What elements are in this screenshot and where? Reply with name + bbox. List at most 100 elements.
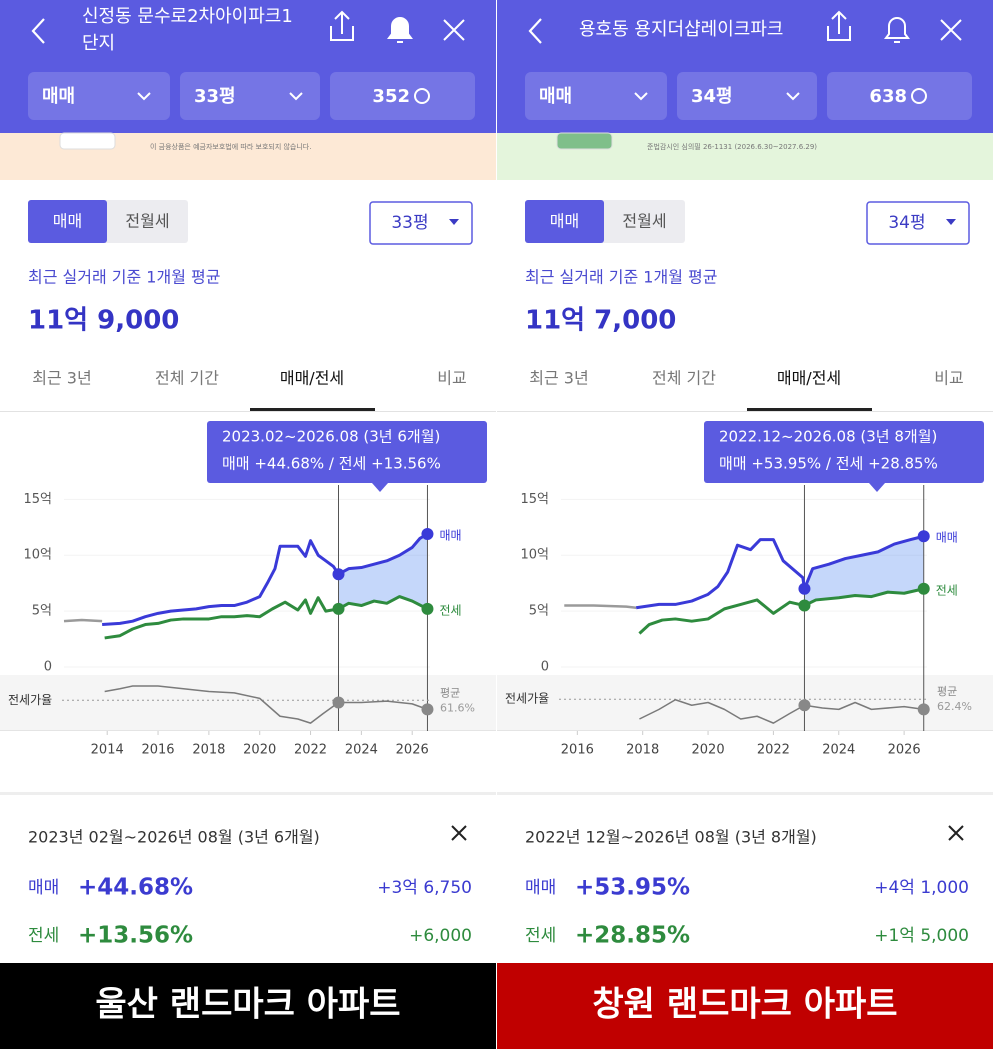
- ratio-label: 전세가율: [8, 693, 52, 707]
- point-marker: [798, 699, 811, 712]
- period-tab[interactable]: 최근 3년: [529, 369, 588, 388]
- summary-close[interactable]: [948, 825, 964, 841]
- filter-button[interactable]: [677, 72, 817, 120]
- series-label: 매매: [936, 531, 958, 545]
- period-tab[interactable]: 전체 기간: [155, 369, 219, 388]
- y-tick-label: 15억: [23, 492, 52, 507]
- x-tick-label: 2020: [692, 743, 725, 758]
- summary-amount: +3억 6,750: [377, 878, 472, 898]
- series-label: 전세: [439, 603, 461, 617]
- y-tick-label: 15억: [520, 492, 549, 507]
- x-tick-label: 2018: [192, 743, 225, 758]
- filter-label: 638: [869, 86, 907, 107]
- filter-button[interactable]: [525, 72, 667, 120]
- point-marker: [421, 602, 434, 615]
- page-title: 신정동 문수로2차아이파크1: [82, 6, 293, 27]
- page-title: 단지: [82, 33, 115, 54]
- point-marker: [917, 703, 930, 716]
- filter-button[interactable]: [180, 72, 320, 120]
- filter-label: 매매: [539, 86, 572, 107]
- size-select[interactable]: [369, 201, 473, 245]
- toggle-option[interactable]: 매매: [53, 212, 82, 231]
- summary-change: +53.95%: [575, 875, 690, 901]
- x-tick-label: 2026: [396, 743, 429, 758]
- close-button[interactable]: [940, 19, 962, 41]
- price-line: [638, 587, 925, 635]
- period-tab[interactable]: 비교: [934, 369, 963, 388]
- search-icon: [911, 88, 927, 104]
- average-title: 평균: [440, 686, 460, 699]
- x-tick-label: 2024: [822, 743, 855, 758]
- period-tab[interactable]: 비교: [437, 369, 466, 388]
- point-marker: [421, 528, 434, 540]
- ratio-label: 전세가율: [505, 692, 549, 706]
- period-tab[interactable]: 매매/전세: [280, 369, 344, 388]
- toggle-option[interactable]: 전월세: [125, 212, 169, 231]
- point-marker: [917, 530, 930, 543]
- point-marker: [332, 696, 345, 709]
- share-button[interactable]: [827, 10, 851, 41]
- x-tick-label: 2016: [561, 743, 594, 758]
- price-caption: 최근 실거래 기준 1개월 평균: [525, 268, 717, 287]
- share-button[interactable]: [330, 10, 354, 41]
- point-marker: [917, 582, 930, 595]
- point-marker: [332, 568, 345, 581]
- period-tab[interactable]: 매매/전세: [777, 369, 841, 388]
- point-marker: [798, 582, 811, 595]
- point-marker: [421, 703, 434, 716]
- x-tick-label: 2024: [345, 743, 378, 758]
- back-button[interactable]: [31, 18, 45, 44]
- average-title: 평균: [937, 685, 957, 698]
- price: 11억 9,000: [28, 306, 179, 336]
- series-label: 전세: [936, 583, 958, 597]
- x-tick-label: 2026: [888, 743, 921, 758]
- period-tab[interactable]: 전체 기간: [652, 369, 716, 388]
- period-tab[interactable]: 최근 3년: [32, 369, 91, 388]
- filter-button[interactable]: [28, 72, 170, 120]
- back-button[interactable]: [528, 18, 542, 44]
- toggle-selected: [28, 200, 107, 243]
- header-bar: [0, 0, 496, 133]
- tab-underline: [747, 408, 872, 411]
- tooltip-text: 매매 +53.95% / 전세 +28.85%: [719, 455, 938, 473]
- caption-bar: [497, 963, 993, 1049]
- price-line: [564, 604, 637, 610]
- toggle-selected: [525, 200, 604, 243]
- caption: 울산 랜드마크 아파트: [95, 985, 400, 1025]
- filter-button[interactable]: [330, 72, 475, 120]
- y-tick-label: 5억: [529, 604, 549, 619]
- filter-label: 33평: [194, 86, 236, 107]
- x-tick-label: 2016: [141, 743, 174, 758]
- size-select[interactable]: [866, 201, 970, 245]
- summary-amount: +6,000: [409, 926, 472, 946]
- y-tick-label: 0: [44, 660, 52, 675]
- price-line: [104, 595, 429, 640]
- point-marker: [798, 599, 811, 612]
- notification-button[interactable]: [387, 17, 413, 43]
- tooltip-text: 매매 +44.68% / 전세 +13.56%: [222, 455, 441, 473]
- summary-change: +28.85%: [575, 923, 690, 949]
- summary-close[interactable]: [451, 825, 467, 841]
- ratio-line: [639, 699, 924, 724]
- close-button[interactable]: [443, 19, 465, 41]
- y-tick-label: 10억: [520, 548, 549, 563]
- filter-label: 352: [372, 86, 410, 107]
- summary-change: +13.56%: [78, 923, 193, 949]
- average-value: 62.4%: [937, 700, 972, 713]
- toggle-option[interactable]: 매매: [550, 212, 579, 231]
- notification-button[interactable]: [884, 17, 910, 43]
- point-marker: [332, 602, 345, 615]
- price-line: [102, 532, 429, 627]
- content-bg: [0, 180, 496, 963]
- price-line: [63, 618, 103, 623]
- page-title: 용호동 용지더샵레이크파크: [579, 19, 783, 40]
- filter-button[interactable]: [827, 72, 972, 120]
- tooltip-box: [207, 421, 487, 483]
- summary-period: 2023년 02월~2026년 08월 (3년 6개월): [28, 828, 320, 847]
- toggle-option[interactable]: 전월세: [622, 212, 666, 231]
- price-line: [635, 534, 925, 610]
- tab-divider: [0, 411, 496, 412]
